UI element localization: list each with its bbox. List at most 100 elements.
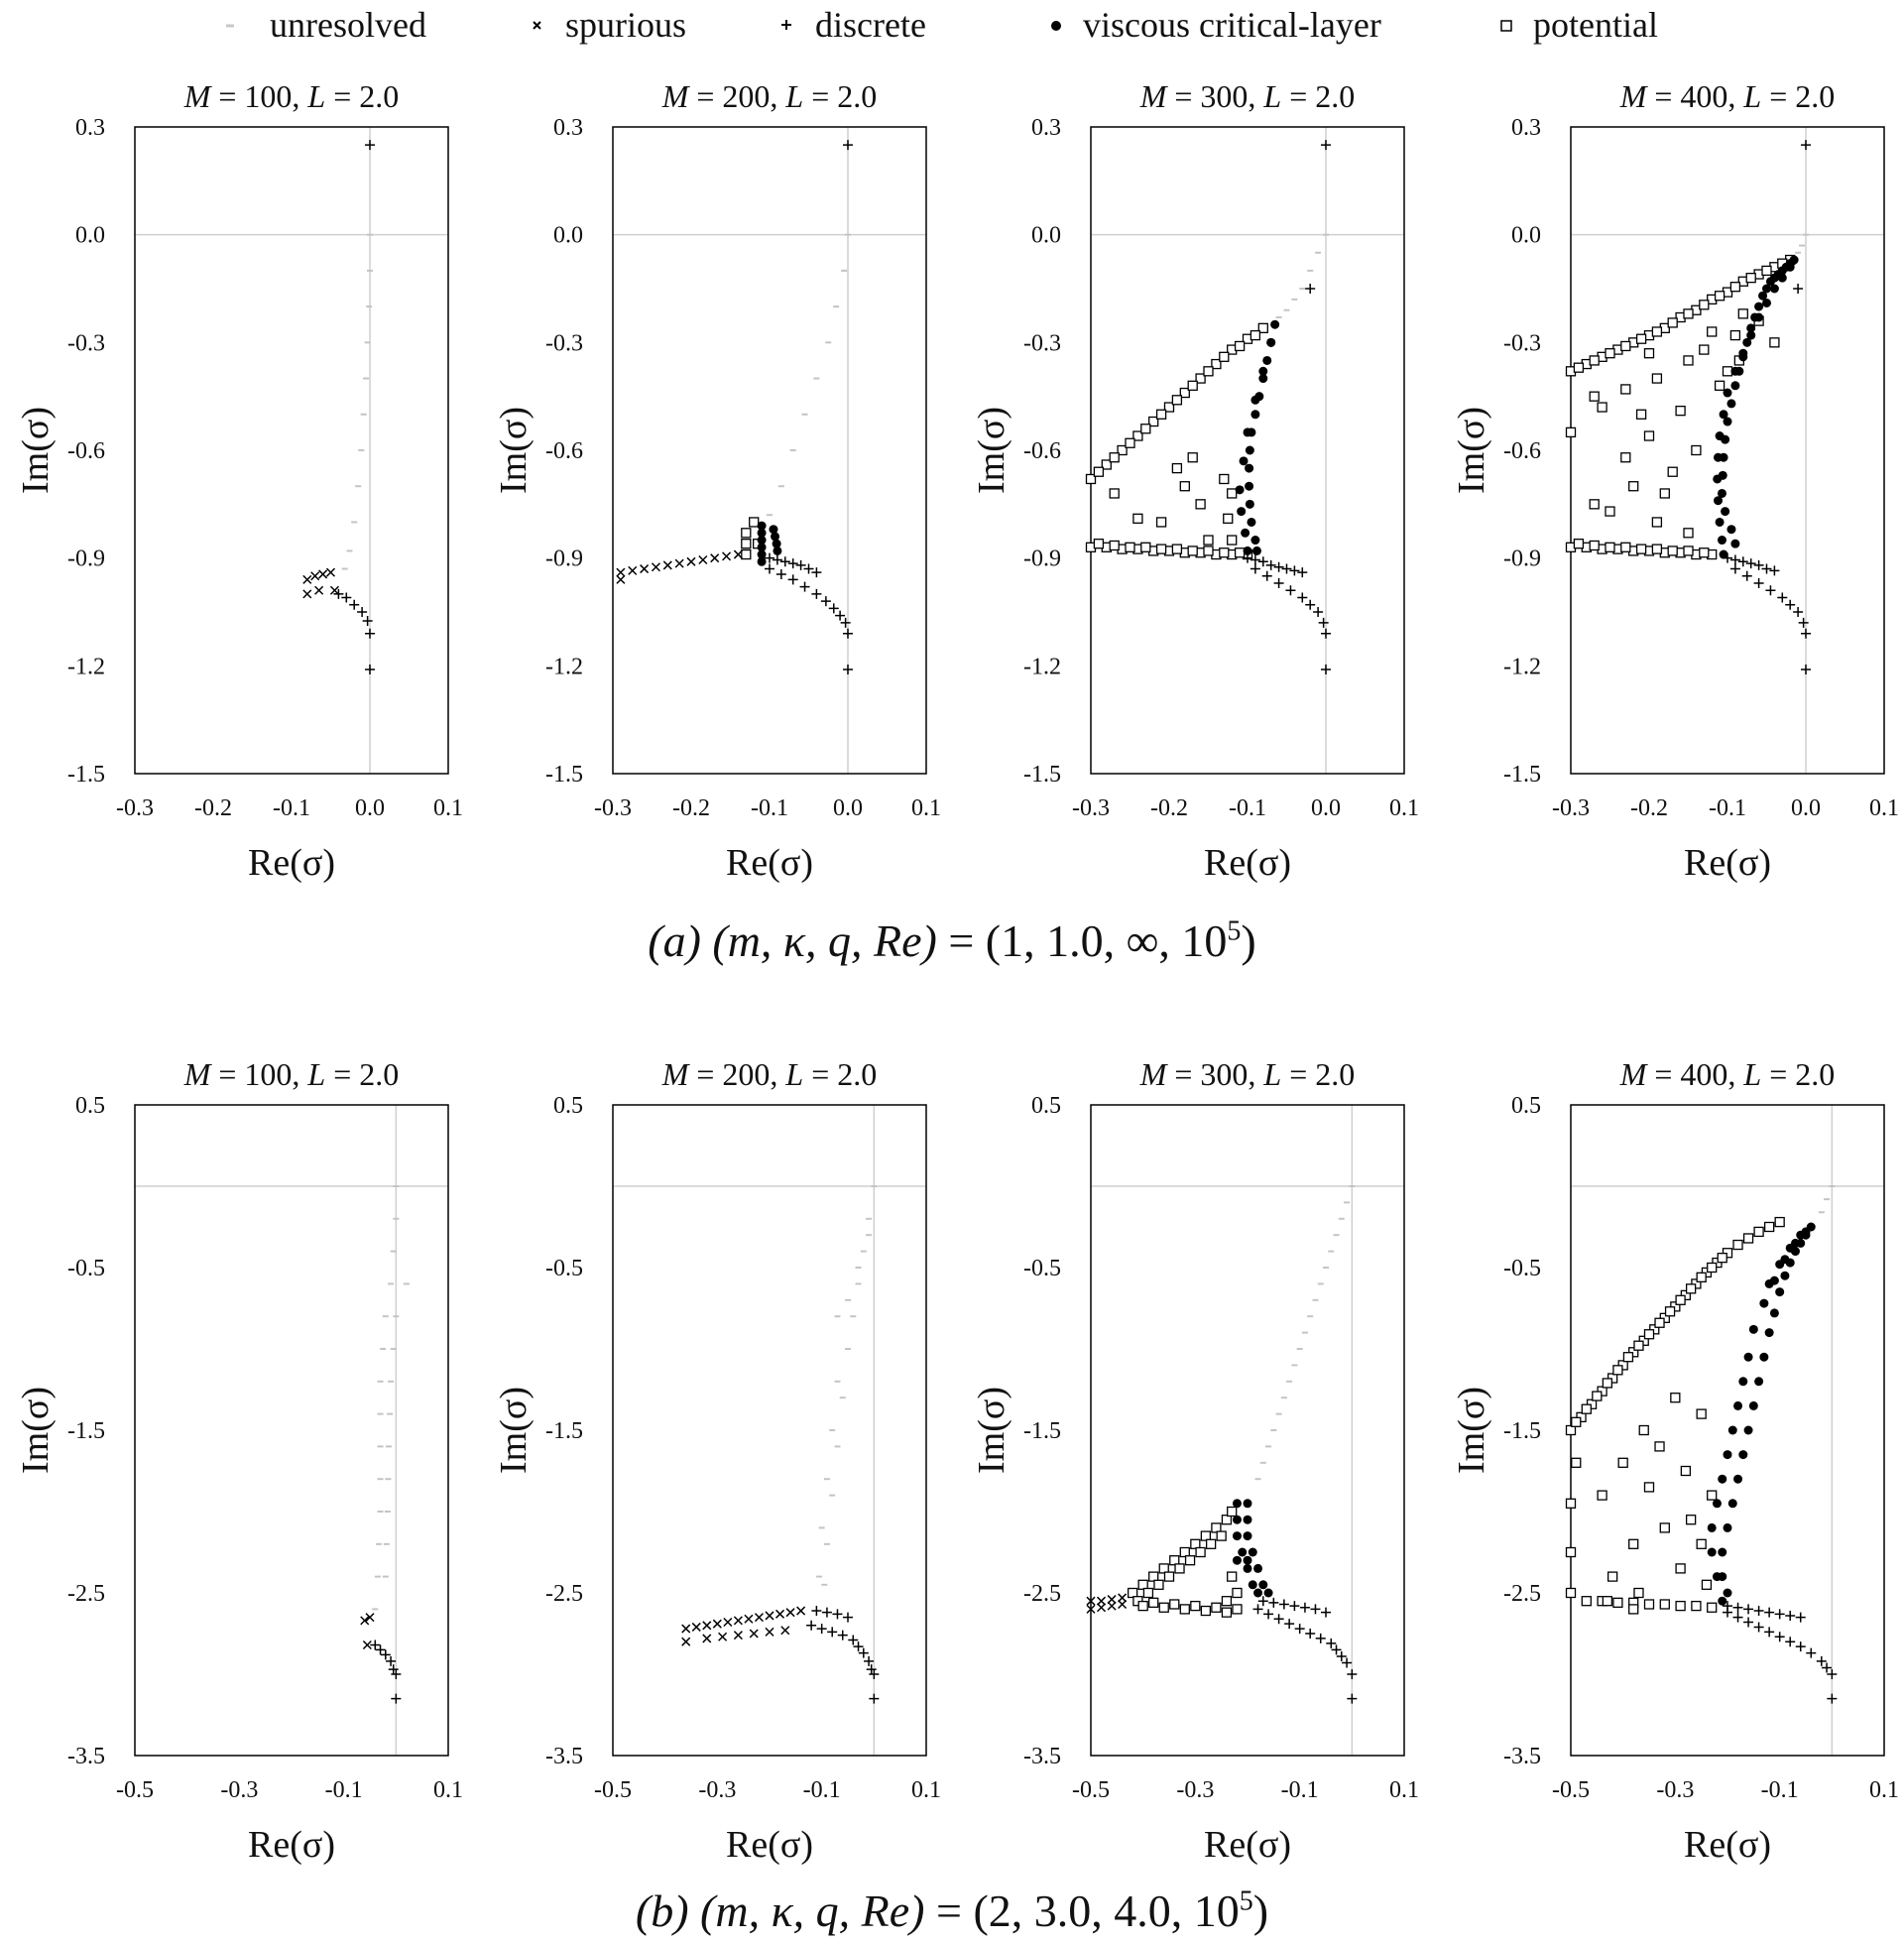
viscous-point bbox=[1775, 1287, 1785, 1297]
potential-point bbox=[1163, 1571, 1175, 1582]
x-axis-label: Re(σ) bbox=[1684, 1824, 1771, 1866]
discrete-point bbox=[816, 1624, 827, 1635]
discrete-point bbox=[1743, 1617, 1754, 1628]
x-tick-label: -0.1 bbox=[751, 795, 788, 821]
discrete-point bbox=[1785, 599, 1796, 610]
potential-point bbox=[1699, 344, 1710, 355]
potential-point bbox=[1093, 539, 1105, 549]
potential-point bbox=[1195, 499, 1206, 510]
x-axis-label: Re(σ) bbox=[1204, 842, 1291, 884]
viscous-point bbox=[1723, 1450, 1732, 1460]
spurious-point bbox=[651, 562, 660, 572]
potential-point bbox=[1745, 272, 1756, 284]
viscous-point bbox=[1727, 1499, 1737, 1509]
potential-point bbox=[1742, 1233, 1754, 1244]
viscous-point bbox=[757, 528, 767, 538]
x-tick-label: 0.0 bbox=[1311, 795, 1341, 821]
discrete-point bbox=[869, 1693, 880, 1704]
x-axis-label: Re(σ) bbox=[726, 1824, 813, 1866]
viscous-legend-icon bbox=[1043, 0, 1073, 50]
viscous-point bbox=[1785, 1243, 1795, 1253]
potential-point bbox=[1683, 528, 1694, 539]
potential-point bbox=[1769, 337, 1780, 348]
discrete-point bbox=[1257, 556, 1268, 567]
discrete-point bbox=[864, 1655, 875, 1666]
potential-point bbox=[1592, 1391, 1603, 1401]
viscous-point bbox=[1777, 273, 1787, 283]
potential-point bbox=[1158, 1602, 1169, 1613]
x-tick-label: -0.1 bbox=[1229, 795, 1266, 821]
x-tick-label: 0.1 bbox=[1389, 795, 1419, 821]
spurious-point bbox=[1118, 1593, 1128, 1603]
discrete-point bbox=[1297, 567, 1308, 578]
chart-title: M = 400, L = 2.0 bbox=[1619, 1056, 1836, 1092]
y-axis-label: Im(σ) bbox=[971, 407, 1012, 494]
viscous-point bbox=[1237, 507, 1247, 517]
potential-point bbox=[1659, 1599, 1670, 1610]
viscous-point bbox=[1245, 499, 1254, 509]
viscous-point bbox=[1717, 536, 1726, 546]
y-tick-label: 0.0 bbox=[553, 223, 583, 249]
x-axis-label: Re(σ) bbox=[1684, 842, 1771, 884]
potential-point bbox=[1722, 366, 1733, 377]
viscous-point bbox=[1253, 1563, 1263, 1573]
y-tick-label: 0.5 bbox=[1511, 1093, 1541, 1119]
viscous-point bbox=[1715, 517, 1725, 527]
x-tick-label: 0.1 bbox=[433, 795, 463, 821]
spurious-point bbox=[723, 1617, 733, 1628]
discrete-point bbox=[365, 664, 375, 674]
viscous-point bbox=[1785, 262, 1795, 272]
y-tick-label: -2.5 bbox=[67, 1581, 105, 1607]
potential-point bbox=[1675, 1294, 1686, 1305]
spurious-point bbox=[362, 1640, 372, 1650]
viscous-point bbox=[757, 521, 767, 531]
viscous-point bbox=[1746, 323, 1756, 333]
potential-point bbox=[1137, 1600, 1148, 1612]
viscous-point bbox=[1723, 1522, 1732, 1532]
spurious-point bbox=[302, 574, 312, 584]
spurious-point bbox=[780, 1626, 790, 1636]
viscous-point bbox=[1754, 1377, 1764, 1387]
potential-point bbox=[1699, 300, 1710, 310]
potential-point bbox=[1602, 1596, 1613, 1607]
viscous-point bbox=[1232, 1515, 1242, 1524]
discrete-point bbox=[380, 1649, 391, 1660]
y-tick-label: -0.3 bbox=[545, 330, 583, 356]
y-tick-label: -1.5 bbox=[67, 1418, 105, 1444]
potential-point bbox=[1707, 1602, 1718, 1613]
potential-point bbox=[1200, 1530, 1212, 1541]
spurious-point bbox=[702, 1634, 712, 1643]
discrete-point bbox=[1268, 1597, 1279, 1608]
viscous-point bbox=[1243, 1531, 1252, 1541]
y-tick-label: -0.5 bbox=[67, 1256, 105, 1281]
discrete-point bbox=[1273, 578, 1284, 589]
potential-point bbox=[1187, 546, 1198, 556]
viscous-point bbox=[1796, 1230, 1806, 1240]
potential-point bbox=[1699, 547, 1710, 558]
viscous-point bbox=[1232, 1499, 1242, 1509]
viscous-point bbox=[1245, 445, 1254, 455]
x-tick-label: -0.3 bbox=[1656, 1777, 1694, 1803]
chart-panel-1-3: M = 400, L = 2.0 0.5 -0.5 -1.5 -2.5 -3.5 -0.5 -… bbox=[1451, 1056, 1899, 1866]
viscous-point bbox=[1235, 485, 1245, 495]
y-tick-label: -0.6 bbox=[67, 438, 105, 464]
discrete-point bbox=[1753, 559, 1764, 570]
viscous-point bbox=[1715, 431, 1725, 441]
discrete-point bbox=[1801, 664, 1811, 674]
potential-point bbox=[1232, 1587, 1243, 1599]
potential-point bbox=[1125, 437, 1135, 448]
discrete-point bbox=[1732, 1612, 1743, 1623]
discrete-point bbox=[357, 607, 368, 617]
viscous-point bbox=[1726, 399, 1736, 409]
potential-point bbox=[1589, 540, 1600, 551]
viscous-point bbox=[1762, 284, 1771, 294]
viscous-point bbox=[757, 536, 767, 546]
potential-point bbox=[1707, 1490, 1718, 1501]
y-axis-label: Im(σ) bbox=[1451, 1387, 1492, 1474]
potential-point bbox=[1171, 462, 1183, 474]
potential-point bbox=[1109, 540, 1120, 551]
x-tick-label: 0.0 bbox=[833, 795, 863, 821]
discrete-point bbox=[828, 603, 839, 614]
y-tick-label: 0.0 bbox=[75, 223, 105, 249]
viscous-point bbox=[1780, 1271, 1790, 1280]
